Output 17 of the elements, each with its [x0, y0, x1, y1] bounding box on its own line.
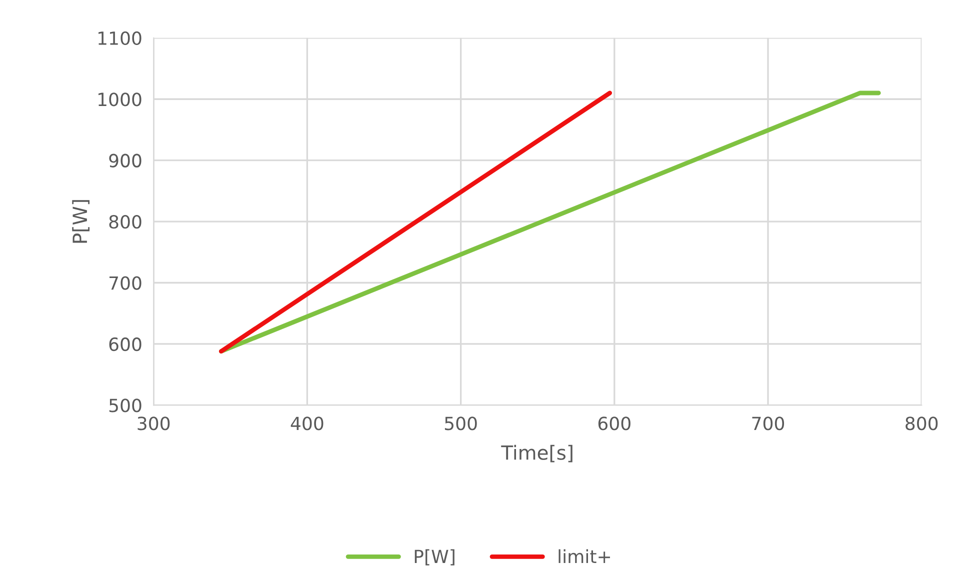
x-tick-label: 500	[444, 416, 477, 430]
legend-label: P[W]	[414, 549, 454, 566]
x-tick-label: 300	[138, 416, 170, 430]
x-tick-label: 700	[752, 416, 784, 430]
y-tick-label: 900	[109, 154, 142, 168]
y-tick-label: 700	[110, 276, 142, 290]
y-tick-label: 600	[109, 337, 142, 352]
x-tick-label: 800	[906, 416, 938, 430]
y-tick-label: 1100	[98, 31, 142, 46]
x-tick-label: 600	[598, 416, 630, 430]
x-axis-title: Time[s]	[501, 444, 572, 462]
y-tick-label: 1000	[98, 92, 142, 106]
legend-label: limit+	[558, 549, 610, 563]
y-tick-label: 500	[109, 398, 142, 412]
y-axis-title: P[W]	[72, 200, 90, 243]
y-tick-label: 800	[109, 215, 142, 229]
x-tick-label: 400	[290, 416, 324, 430]
